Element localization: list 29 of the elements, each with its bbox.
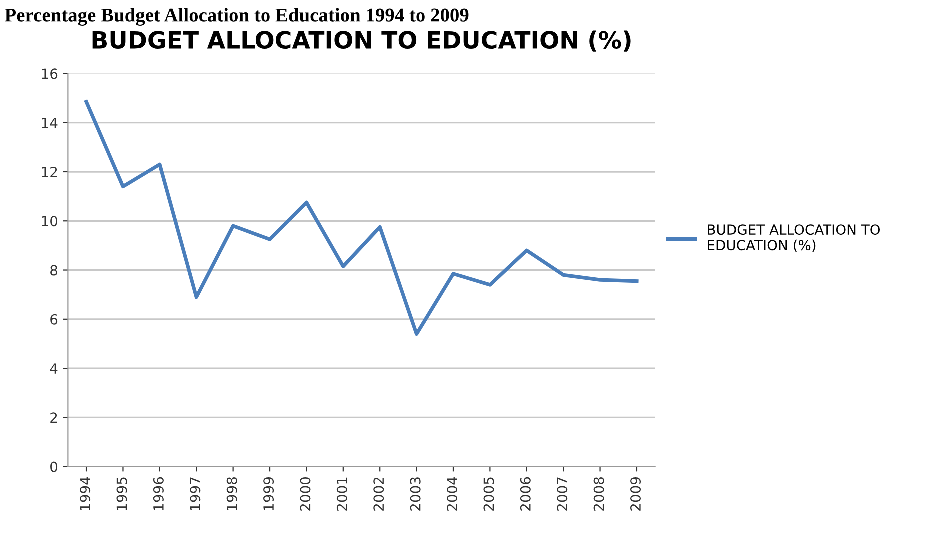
x-tick-label: 1996 xyxy=(153,477,164,510)
x-tick-label: 2004 xyxy=(447,477,458,511)
legend-label: BUDGET ALLOCATION TO EDUCATION (%) xyxy=(708,224,880,252)
x-tick-label: 1998 xyxy=(226,478,238,510)
y-tick-label: 2 xyxy=(50,412,58,423)
x-tick-label: 1995 xyxy=(116,478,128,510)
x-tick-label: 2005 xyxy=(484,478,494,511)
x-tick-label: 2009 xyxy=(630,478,642,511)
x-tick-label: 2006 xyxy=(520,477,531,511)
x-tick-label: 1997 xyxy=(190,478,201,510)
y-tick-label: 6 xyxy=(50,314,58,325)
x-tick-label: 2008 xyxy=(594,478,604,511)
x-tick-label: 2000 xyxy=(300,477,311,511)
x-tick-label: 2007 xyxy=(557,478,568,511)
y-tick-label: 10 xyxy=(42,216,58,227)
x-tick-label: 1999 xyxy=(264,478,274,510)
x-tick-label: 2003 xyxy=(410,478,421,511)
y-tick-label: 14 xyxy=(42,118,58,128)
x-tick-label: 2001 xyxy=(336,478,348,511)
x-tick-label: 1994 xyxy=(80,477,91,510)
line-series xyxy=(84,100,639,336)
x-tick-label: 2002 xyxy=(374,478,384,511)
y-tick-label: 0 xyxy=(50,462,58,472)
y-tick-label: 4 xyxy=(50,364,58,374)
text: Percentage Budget Allocation to Education 1994 to 2009 xyxy=(5,8,469,26)
y-tick-label: 16 xyxy=(42,68,58,80)
chart-title: BUDGET ALLOCATION TO EDUCATION (%) xyxy=(92,30,631,52)
y-tick-label: 8 xyxy=(50,265,58,276)
y-tick-label: 12 xyxy=(42,166,58,178)
